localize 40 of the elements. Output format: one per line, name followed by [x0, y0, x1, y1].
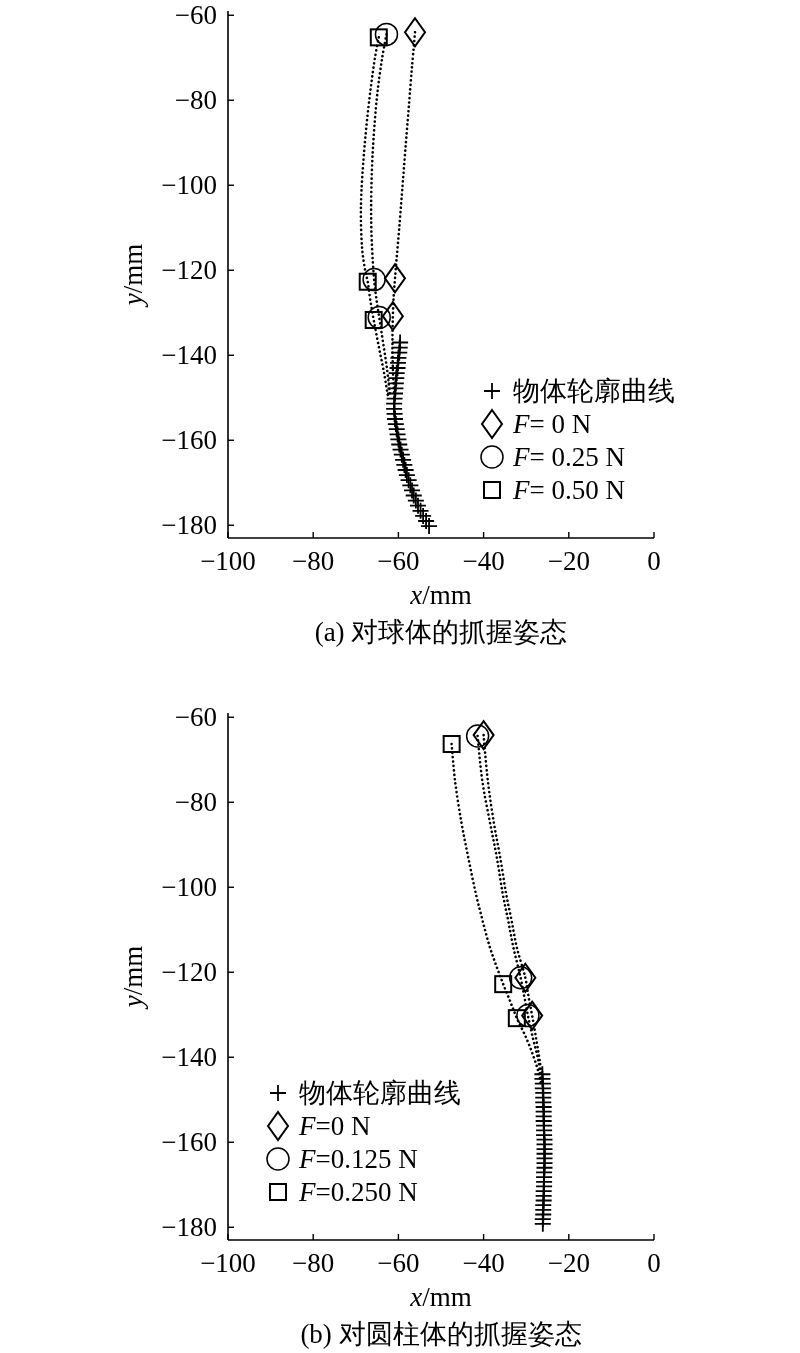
y-tick-label: −100 [161, 170, 217, 201]
y-tick-label: −180 [161, 510, 217, 541]
y-tick-label: −160 [161, 425, 217, 456]
x-tick-label: −80 [292, 1248, 335, 1278]
legend-label: F=0.250 N [298, 1177, 418, 1207]
legend-label: F= 0.25 N [512, 442, 625, 472]
y-tick-label: −80 [174, 85, 217, 116]
y-tick-label: −100 [161, 872, 217, 903]
text: (a) 对球体的抓握姿态 [314, 617, 568, 647]
legend-label: 物体轮廓曲线 [513, 376, 675, 406]
x-tick-label: −100 [200, 1248, 256, 1278]
y-tick-label: −120 [161, 255, 217, 286]
y-axis-title: y/mm [118, 243, 148, 309]
legend-label: 物体轮廓曲线 [299, 1078, 461, 1108]
x-tick-label: −80 [292, 546, 335, 576]
text: (b) 对圆柱体的抓握姿态 [300, 1319, 582, 1349]
x-tick-label: −20 [547, 546, 590, 576]
legend-label: F= 0 N [512, 409, 592, 439]
y-tick-label: −120 [161, 957, 217, 988]
y-tick-label: −140 [161, 1042, 217, 1073]
y-tick-label: −80 [174, 787, 217, 818]
x-tick-label: −60 [377, 546, 420, 576]
y-tick-label: −60 [174, 0, 217, 31]
x-tick-label: 0 [647, 546, 661, 576]
legend-label: F=0 N [298, 1111, 371, 1141]
x-tick-label: −40 [462, 546, 505, 576]
y-tick-label: −180 [161, 1212, 217, 1243]
legend-label: F= 0.50 N [512, 475, 625, 505]
x-tick-label: −40 [462, 1248, 505, 1278]
x-tick-label: −60 [377, 1248, 420, 1278]
x-axis-title: x/mm [409, 580, 472, 610]
x-tick-label: 0 [647, 1248, 661, 1278]
y-tick-label: −140 [161, 340, 217, 371]
y-tick-label: −60 [174, 702, 217, 733]
x-tick-label: −100 [200, 546, 256, 576]
y-tick-label: −160 [161, 1127, 217, 1158]
y-axis-title: y/mm [118, 945, 148, 1011]
x-axis-title: x/mm [409, 1282, 472, 1312]
legend-label: F=0.125 N [298, 1144, 418, 1174]
x-tick-label: −20 [547, 1248, 590, 1278]
